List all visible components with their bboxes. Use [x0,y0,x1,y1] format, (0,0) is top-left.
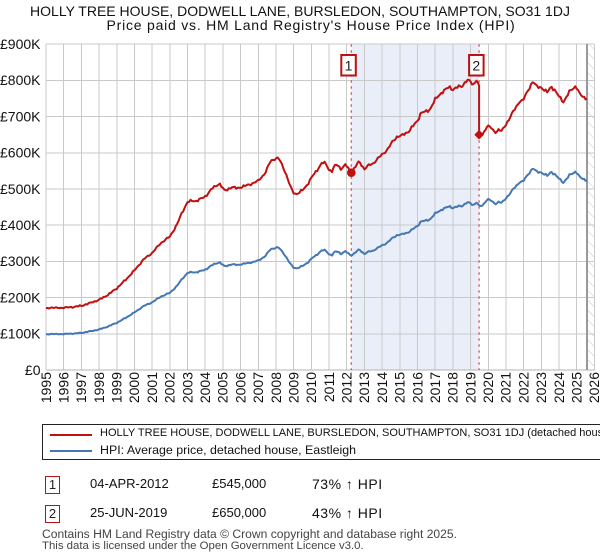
svg-text:£200K: £200K [0,289,41,305]
svg-text:£0: £0 [25,362,41,378]
svg-text:£500K: £500K [0,181,41,197]
svg-text:2011: 2011 [321,372,337,402]
svg-text:2010: 2010 [303,372,319,403]
svg-text:2018: 2018 [445,372,461,403]
svg-text:£100K: £100K [0,326,41,342]
svg-text:2005: 2005 [215,372,231,403]
svg-text:£800K: £800K [0,72,41,88]
svg-text:£900K: £900K [0,36,41,52]
svg-text:1998: 1998 [91,372,107,403]
svg-text:1995: 1995 [38,372,54,403]
svg-text:£600K: £600K [0,145,41,161]
svg-text:2009: 2009 [286,372,302,403]
svg-text:1999: 1999 [109,372,125,403]
svg-text:2025: 2025 [569,372,585,403]
svg-text:2001: 2001 [144,372,160,403]
svg-text:2022: 2022 [515,372,531,403]
svg-text:2007: 2007 [250,372,266,403]
svg-text:2012: 2012 [339,372,355,403]
svg-text:£400K: £400K [0,217,41,233]
svg-text:2020: 2020 [480,372,496,403]
svg-text:2003: 2003 [179,372,195,403]
svg-text:2008: 2008 [268,372,284,403]
svg-text:2: 2 [472,58,480,74]
svg-text:2017: 2017 [427,372,443,403]
svg-text:2019: 2019 [462,372,478,403]
svg-text:2015: 2015 [392,372,408,403]
svg-text:£700K: £700K [0,108,41,124]
svg-text:£300K: £300K [0,253,41,269]
svg-text:1996: 1996 [56,372,72,403]
svg-text:2016: 2016 [409,372,425,403]
svg-text:2006: 2006 [232,372,248,403]
svg-text:2026: 2026 [586,372,600,403]
svg-text:2024: 2024 [551,372,567,403]
svg-text:2004: 2004 [197,372,213,403]
svg-text:2002: 2002 [162,372,178,403]
svg-text:2014: 2014 [374,372,390,403]
svg-text:1997: 1997 [73,372,89,403]
svg-text:2021: 2021 [498,372,514,403]
svg-text:2000: 2000 [126,372,142,403]
svg-text:1: 1 [345,58,353,74]
svg-text:2013: 2013 [356,372,372,403]
svg-text:2023: 2023 [533,372,549,403]
